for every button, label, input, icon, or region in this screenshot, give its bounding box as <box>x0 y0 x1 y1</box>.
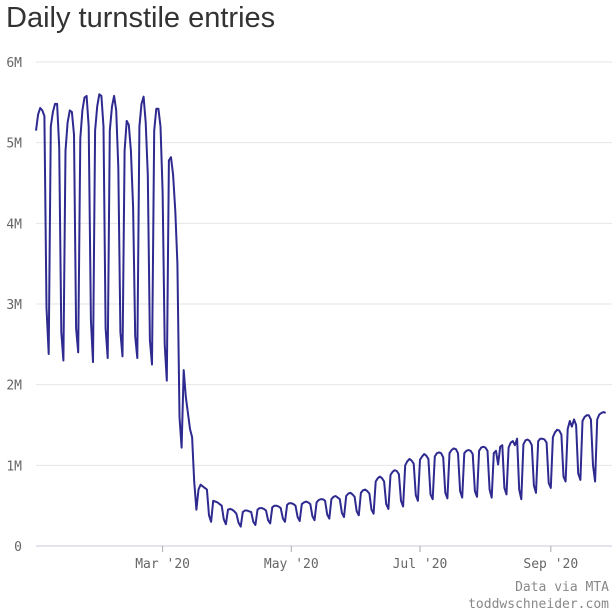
source-credit: Data via MTA <box>515 580 609 595</box>
y-tick-label: 3M <box>6 298 22 313</box>
y-tick-label: 1M <box>6 459 22 474</box>
y-tick-label: 0 <box>14 540 22 555</box>
x-axis: Mar '20 May '20 Jul '20 Sep '20 <box>36 545 612 572</box>
y-tick-label: 4M <box>6 217 22 232</box>
x-tick-label: Mar '20 <box>135 557 190 572</box>
series-layer <box>35 93 607 528</box>
y-tick-label: 6M <box>6 56 22 71</box>
site-credit: toddwschneider.com <box>468 597 609 612</box>
chart-title: Daily turnstile entries <box>6 2 276 34</box>
x-tick-label: Sep '20 <box>523 557 578 572</box>
series-line <box>35 93 607 528</box>
y-tick-label: 5M <box>6 137 22 152</box>
x-tick-label: May '20 <box>264 557 319 572</box>
y-tick-label: 2M <box>6 379 22 394</box>
x-tick-label: Jul '20 <box>393 557 448 572</box>
y-axis: 0 1M 2M 3M 4M 5M 6M <box>6 56 22 555</box>
gridlines <box>36 61 612 466</box>
